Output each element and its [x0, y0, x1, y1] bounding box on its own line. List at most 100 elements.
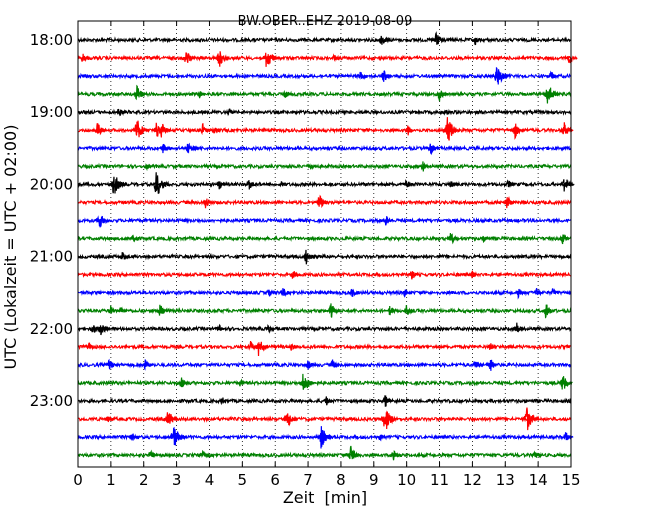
x-tick-label: 6: [270, 471, 280, 489]
seismic-event: [307, 163, 318, 171]
seismic-event: [303, 360, 317, 370]
seismic-event: [260, 52, 279, 67]
seismic-event: [144, 163, 153, 172]
trace-baseline: [77, 325, 572, 333]
seismic-event: [548, 287, 560, 295]
y-tick-label: 19:00: [30, 103, 73, 121]
seismic-event: [490, 66, 509, 85]
trace-row: [77, 161, 572, 172]
trace-row: [77, 117, 574, 141]
trace-row: [77, 215, 572, 228]
seismic-event: [326, 303, 341, 318]
trace-baseline: [77, 144, 572, 153]
trace-row: [77, 322, 572, 336]
seismic-event: [348, 288, 360, 297]
plot-frame: [77, 20, 572, 468]
seismic-event: [514, 288, 526, 300]
seismic-event: [426, 143, 440, 156]
seismic-event: [401, 289, 412, 298]
seismic-event: [541, 304, 556, 319]
x-tick-label: 7: [303, 471, 313, 489]
trace-baseline: [77, 379, 572, 387]
seismic-event: [389, 450, 402, 461]
trace-baseline: [77, 108, 572, 116]
seismic-event: [96, 325, 111, 336]
seismic-event: [198, 123, 212, 136]
trace-row: [77, 233, 572, 245]
seismic-event: [92, 123, 107, 136]
seismic-event: [442, 109, 453, 115]
x-tick-label: 3: [172, 471, 182, 489]
seismic-event: [146, 449, 158, 458]
seismic-event: [512, 322, 525, 333]
seismic-event: [198, 449, 211, 459]
y-tick-label: 22:00: [30, 320, 73, 338]
seismic-event: [281, 89, 293, 98]
trace-row: [77, 108, 572, 117]
trace-row: [77, 358, 572, 371]
seismic-event: [330, 53, 341, 63]
seismic-event: [314, 426, 334, 449]
seismic-event: [468, 270, 479, 279]
seismic-event: [322, 396, 334, 406]
seismic-event: [166, 426, 187, 446]
x-tick-label: 13: [496, 471, 515, 489]
seismic-event: [480, 235, 491, 243]
seismic-event: [104, 415, 115, 423]
seismic-event: [117, 306, 128, 314]
trace-baseline: [77, 307, 572, 315]
x-tick-label: 1: [106, 471, 116, 489]
traces-layer: [77, 31, 578, 461]
x-tick-label: 9: [369, 471, 379, 489]
trace-row: [77, 249, 572, 265]
trace-row: [77, 194, 572, 209]
seismic-event: [447, 181, 458, 187]
seismic-event: [541, 87, 560, 104]
seismic-event: [85, 342, 97, 349]
seismic-event: [177, 377, 190, 388]
seismic-event: [404, 125, 416, 136]
seismic-event: [328, 359, 341, 369]
trace-baseline: [77, 54, 572, 62]
seismic-event: [280, 413, 298, 427]
x-tick-label: 15: [561, 471, 580, 489]
x-tick-label: 12: [463, 471, 482, 489]
seismic-event: [213, 51, 230, 67]
seismic-event: [118, 252, 131, 261]
seismic-event: [265, 324, 275, 334]
seismic-event: [504, 179, 516, 188]
seismic-event: [131, 84, 148, 101]
seismic-event: [215, 323, 226, 331]
trace-row: [77, 172, 575, 194]
seismic-event: [431, 31, 446, 45]
seismic-event: [557, 376, 573, 390]
trace-row: [77, 270, 572, 280]
seismic-event: [225, 108, 236, 117]
x-tick-label: 8: [336, 471, 346, 489]
seismic-event: [376, 434, 387, 442]
seismic-event: [471, 37, 483, 46]
seismic-event: [301, 249, 316, 265]
seismic-event: [288, 343, 298, 351]
seismic-event: [377, 35, 391, 45]
trace-baseline: [77, 162, 572, 171]
x-tick-label: 0: [73, 471, 83, 489]
seismic-event: [253, 341, 269, 356]
seismic-event: [159, 143, 172, 154]
seismic-event: [380, 395, 394, 407]
seismic-event: [303, 379, 317, 389]
seismic-event: [237, 378, 248, 387]
seismic-event: [402, 305, 415, 315]
seismic-event: [156, 123, 172, 138]
seismic-event: [141, 359, 153, 371]
seismic-event: [435, 90, 448, 102]
seismic-event: [530, 450, 543, 458]
seismic-event: [155, 304, 169, 316]
trace-row: [77, 426, 574, 449]
trace-baseline: [77, 289, 572, 297]
seismic-event: [196, 90, 207, 99]
seismic-event: [471, 360, 484, 368]
seismic-event: [289, 271, 301, 279]
seismic-event: [181, 52, 196, 63]
